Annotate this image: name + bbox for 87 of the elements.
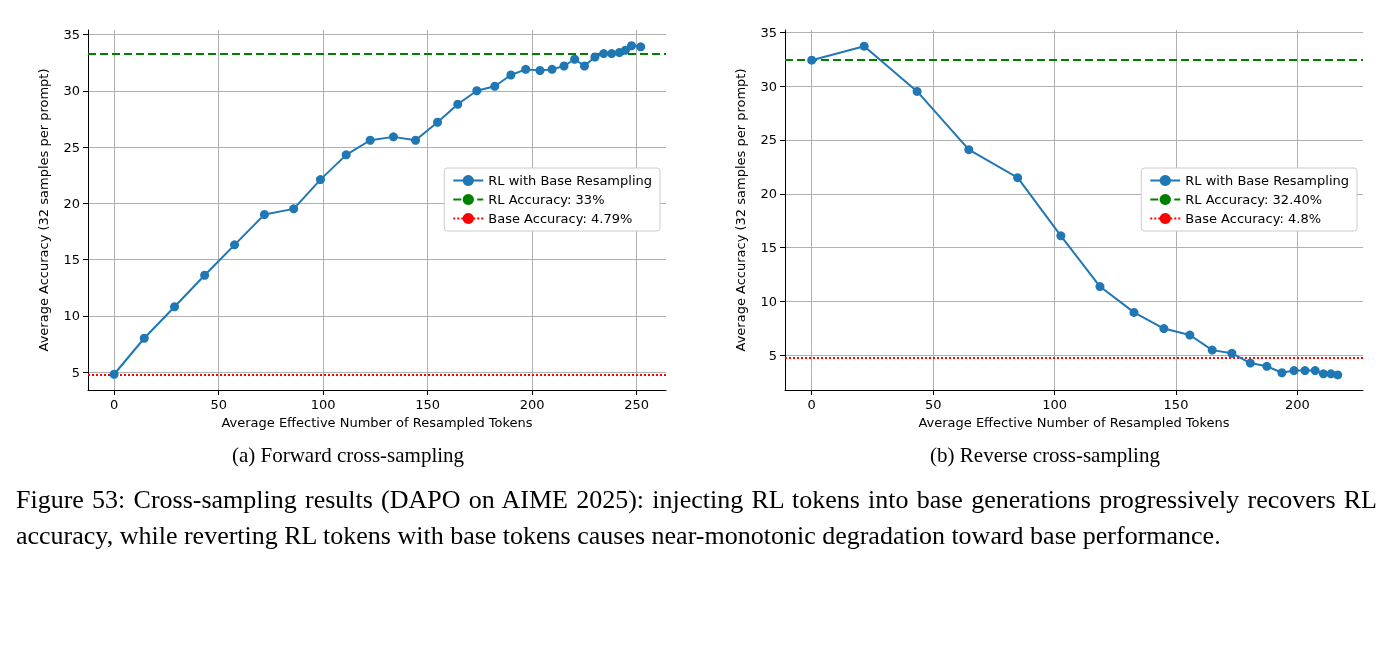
point	[1207, 345, 1217, 355]
x-axis-title: Average Effective Number of Resampled Tokens	[221, 415, 533, 430]
x-tick-label: 100	[1042, 397, 1067, 412]
point	[1159, 324, 1169, 334]
y-tick-label: 35	[63, 27, 80, 42]
point	[139, 333, 149, 343]
y-tick-label: 25	[63, 139, 80, 155]
point	[1013, 173, 1023, 183]
point	[1227, 348, 1237, 358]
y-tick-label: 15	[760, 240, 777, 256]
point	[472, 86, 482, 96]
y-tick-label: 5	[768, 348, 777, 364]
point	[1289, 366, 1299, 376]
x-tick-label: 200	[519, 397, 545, 412]
point	[109, 369, 119, 379]
y-axis-title: Average Accuracy (32 samples per prompt)	[36, 68, 51, 352]
point	[964, 145, 974, 155]
point	[1056, 231, 1066, 241]
y-tick-label: 10	[760, 294, 777, 310]
point	[570, 54, 580, 64]
point	[590, 52, 600, 62]
x-tick-label: 250	[624, 397, 650, 412]
point	[200, 270, 210, 280]
y-tick-label: 15	[63, 252, 80, 267]
x-tick-label: 0	[807, 397, 816, 412]
x-tick-label: 100	[310, 397, 336, 412]
point	[1095, 282, 1105, 292]
y-tick-label: 5	[71, 364, 80, 380]
point	[1185, 330, 1195, 340]
point	[559, 61, 569, 71]
y-tick-label: 20	[760, 186, 777, 202]
point	[521, 64, 531, 74]
point	[1300, 366, 1310, 376]
x-tick-label: 200	[1285, 397, 1310, 412]
point	[365, 135, 375, 145]
point	[579, 61, 589, 71]
legend-label: RL Accuracy: 33%	[488, 192, 605, 207]
x-tick-label: 50	[924, 397, 942, 412]
y-tick-label: 30	[63, 83, 80, 99]
point	[289, 204, 299, 214]
point	[315, 175, 325, 185]
legend-label: RL with Base Resampling	[488, 173, 653, 188]
text: (b) Reverse cross-sampling	[930, 442, 1161, 467]
legend-label: RL with Base Resampling	[1185, 173, 1350, 188]
x-tick-label: 150	[1163, 397, 1189, 412]
point	[388, 132, 398, 142]
point	[636, 42, 646, 52]
legend-label: Base Accuracy: 4.79%	[488, 211, 633, 226]
point	[1245, 358, 1255, 368]
point	[912, 86, 922, 96]
x-tick-label: 50	[210, 397, 227, 412]
point	[433, 117, 443, 127]
point	[453, 99, 463, 109]
point	[506, 70, 516, 80]
point	[807, 55, 817, 65]
point	[230, 240, 240, 250]
point	[607, 49, 617, 59]
point	[599, 49, 609, 59]
point	[627, 41, 637, 51]
text: (a) Forward cross-sampling	[231, 442, 465, 467]
y-tick-label: 25	[760, 132, 777, 148]
legend-label: Base Accuracy: 4.8%	[1185, 211, 1322, 226]
y-tick-label: 30	[760, 78, 777, 94]
y-tick-label: 20	[63, 195, 80, 211]
point	[620, 45, 630, 55]
point	[1310, 366, 1320, 376]
point	[535, 66, 545, 75]
legend-label: RL Accuracy: 32.40%	[1185, 192, 1323, 207]
point	[1277, 368, 1287, 378]
point	[1333, 370, 1343, 380]
y-axis-title: Average Accuracy (32 samples per prompt)	[733, 68, 748, 352]
point	[341, 150, 351, 160]
point	[490, 81, 500, 91]
x-tick-label: 150	[415, 397, 441, 412]
y-tick-label: 10	[63, 308, 80, 324]
point	[1262, 361, 1272, 371]
y-tick-label: 35	[760, 24, 777, 40]
point	[1318, 369, 1328, 379]
x-tick-label: 0	[109, 397, 119, 412]
point	[547, 64, 557, 74]
point	[170, 302, 180, 312]
point	[859, 41, 869, 51]
point	[411, 135, 421, 145]
caption: Figure 53: Cross-sampling results (DAPO on AIME 2025): injecting RL tokens into base generations progressively recovers RL accuracy, while reverting RL tokens with base tokens causes near-monotonic degradation toward base performance.	[15, 484, 1378, 552]
point	[259, 210, 269, 219]
x-axis-title: Average Effective Number of Resampled Tokens	[918, 415, 1230, 430]
point	[1129, 307, 1139, 317]
